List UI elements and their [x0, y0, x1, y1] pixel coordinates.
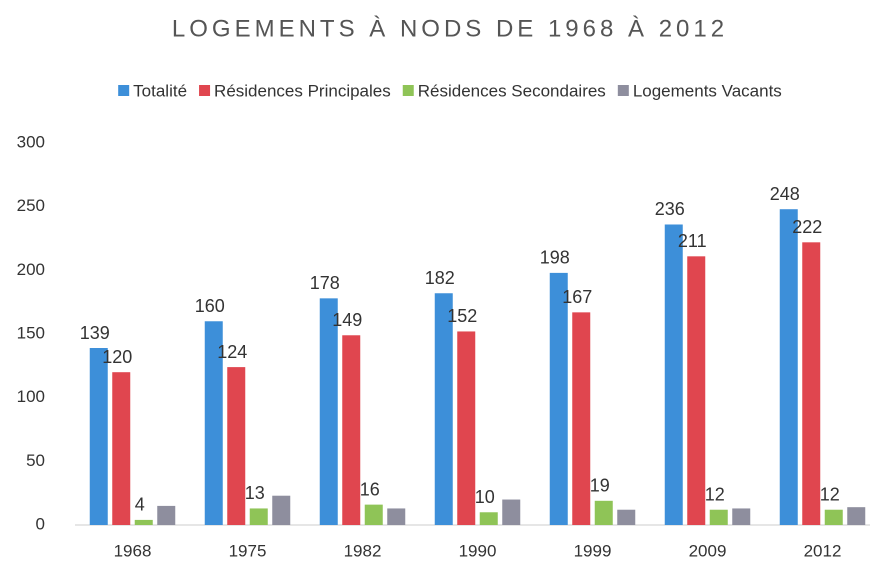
bar [89, 348, 108, 525]
x-tick-label: 2012 [804, 541, 842, 560]
legend-label: Résidences Principales [214, 81, 391, 100]
legend-swatch [199, 85, 211, 96]
bar [457, 331, 476, 525]
data-label: 139 [80, 323, 110, 343]
bar [572, 312, 591, 525]
data-label: 4 [135, 495, 145, 515]
bar [479, 512, 498, 525]
x-tick-label: 1990 [459, 541, 497, 560]
bar [342, 335, 361, 525]
data-label: 160 [195, 296, 225, 316]
y-tick-label: 0 [36, 514, 45, 533]
data-label: 182 [425, 268, 455, 288]
bar [272, 495, 291, 525]
bar [687, 256, 706, 525]
bar [779, 209, 798, 526]
bar [434, 293, 453, 525]
data-label: 211 [678, 231, 707, 251]
bar [319, 298, 338, 525]
bar [204, 321, 223, 525]
legend-label: Résidences Secondaires [418, 81, 606, 100]
legend-swatch [617, 85, 629, 96]
data-label: 236 [655, 199, 685, 219]
x-tick-label: 1968 [114, 541, 152, 560]
bar [802, 242, 821, 525]
legend-swatch [118, 85, 130, 96]
bar [549, 272, 568, 525]
bar [387, 508, 406, 525]
bar [617, 509, 636, 525]
y-tick-label: 250 [17, 196, 45, 215]
data-label: 198 [540, 248, 570, 268]
data-label: 10 [475, 487, 495, 507]
bar [709, 509, 728, 525]
data-label: 178 [310, 273, 340, 293]
legend-label: Logements Vacants [633, 81, 782, 100]
data-label: 222 [792, 217, 822, 237]
bar [249, 508, 268, 525]
data-label: 13 [245, 483, 265, 503]
bar [664, 224, 683, 525]
data-label: 19 [590, 476, 610, 496]
bar [732, 508, 751, 525]
bar [227, 367, 246, 525]
chart-title: LOGEMENTS À NODS DE 1968 À 2012 [172, 15, 728, 42]
bar [134, 519, 153, 525]
data-label: 12 [820, 484, 840, 504]
data-label: 12 [705, 484, 725, 504]
y-tick-label: 200 [17, 260, 45, 279]
bar [824, 509, 843, 525]
data-label: 248 [770, 184, 800, 204]
legend-swatch [402, 85, 414, 96]
data-label: 124 [217, 342, 247, 362]
y-tick-label: 150 [17, 323, 45, 342]
data-label: 16 [360, 479, 380, 499]
x-tick-label: 1975 [229, 541, 267, 560]
y-tick-label: 100 [17, 387, 45, 406]
bar [502, 499, 521, 525]
x-tick-label: 1999 [574, 541, 612, 560]
y-tick-label: 300 [17, 132, 45, 151]
bar [847, 507, 866, 525]
data-label: 152 [447, 306, 477, 326]
y-tick-label: 50 [26, 451, 45, 470]
x-tick-label: 1982 [344, 541, 382, 560]
bar [112, 372, 131, 525]
data-label: 149 [332, 310, 362, 330]
bar [157, 505, 176, 525]
data-label: 120 [102, 347, 132, 367]
data-label: 167 [562, 287, 592, 307]
bar [364, 504, 383, 525]
x-tick-label: 2009 [689, 541, 727, 560]
legend-label: Totalité [133, 81, 187, 100]
bar [594, 500, 613, 525]
